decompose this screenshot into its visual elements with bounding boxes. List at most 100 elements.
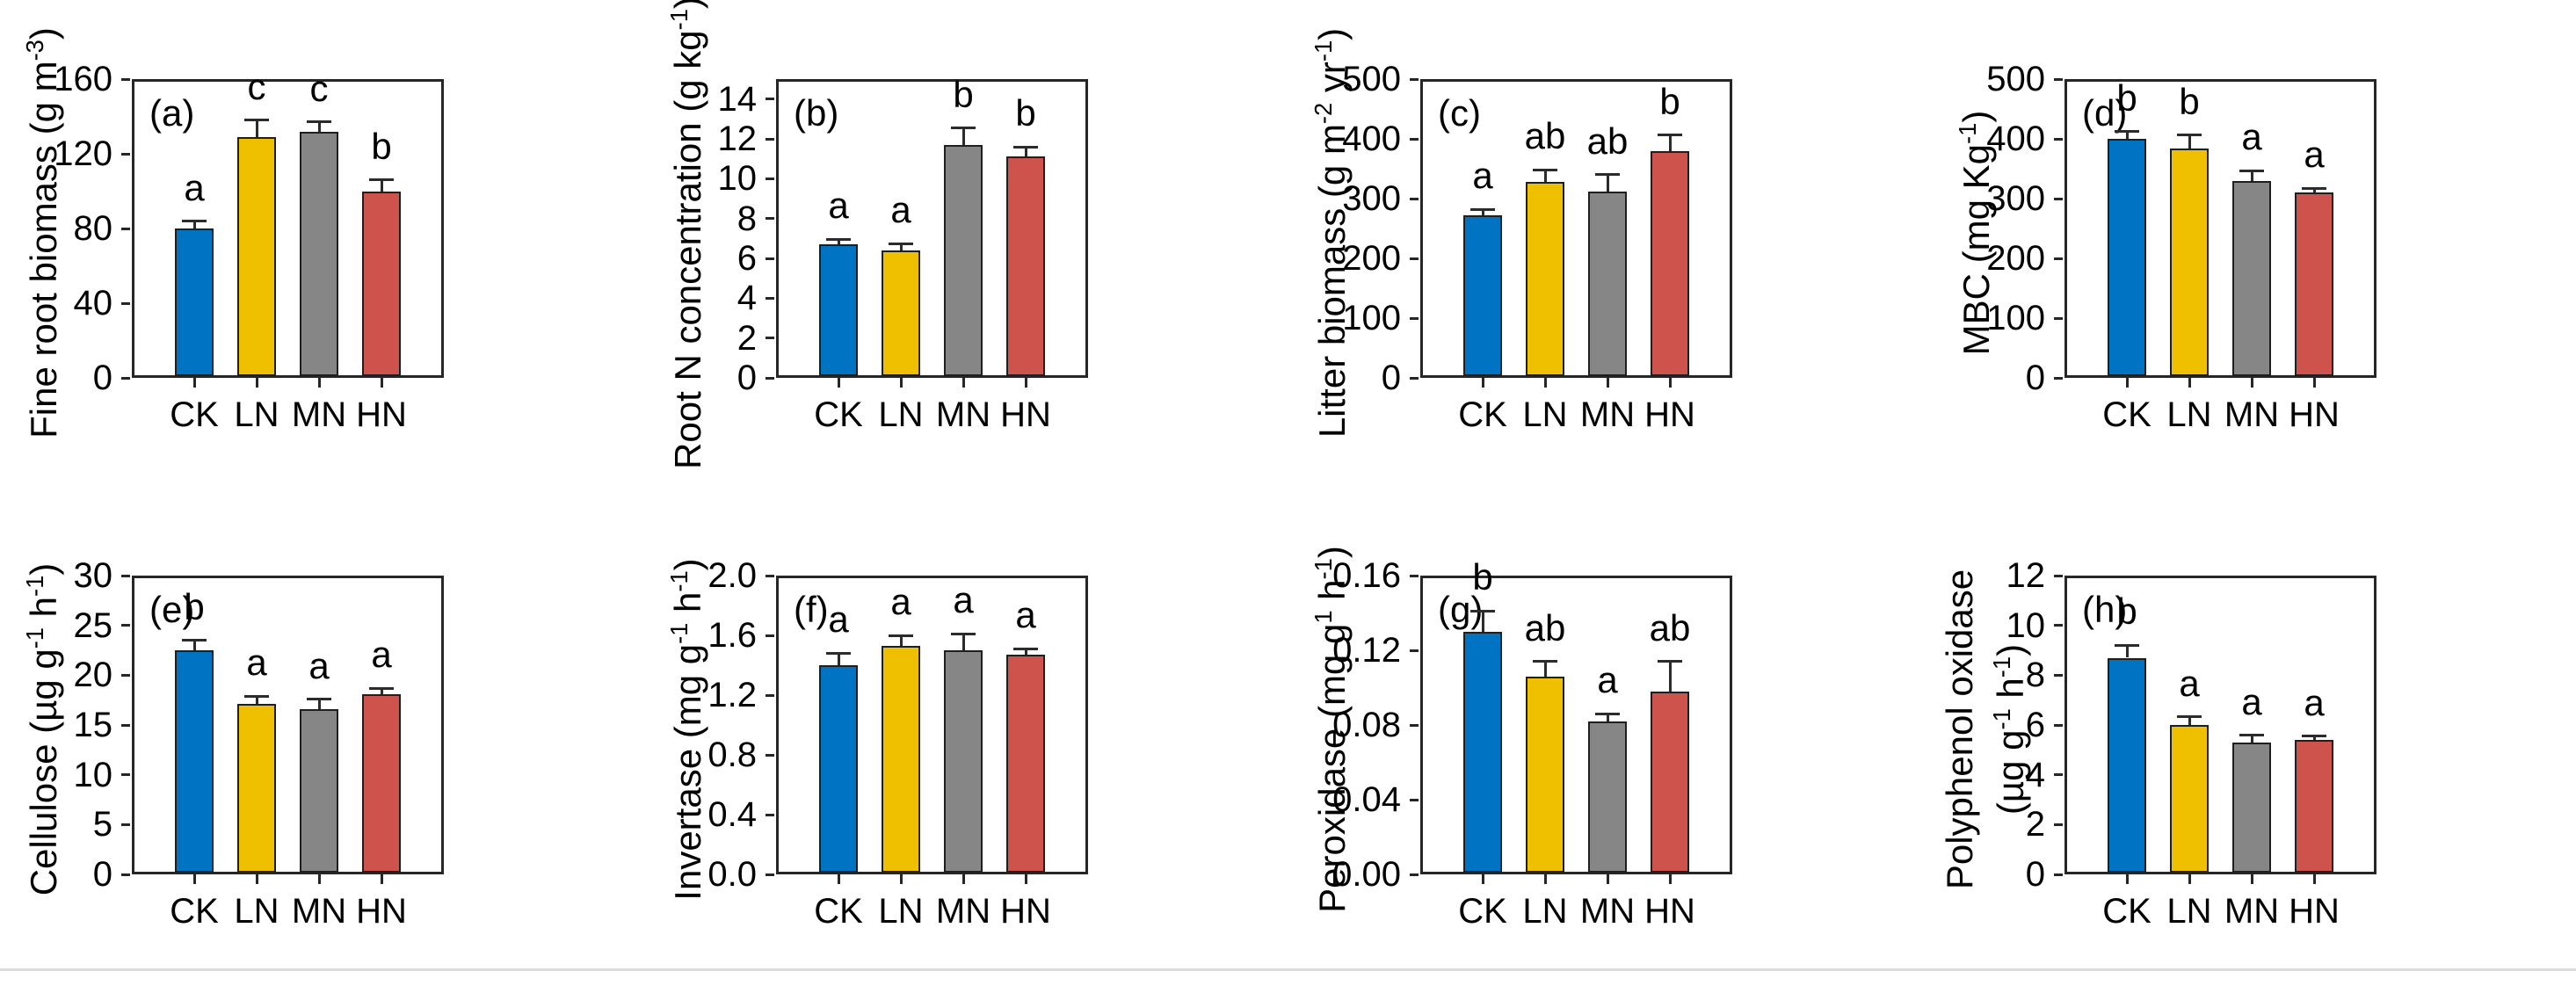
x-tick-d-mn [2250,378,2253,388]
bar-d-ck [2108,139,2146,376]
y-tick-c-0 [1410,376,1419,380]
y-tick-e-10 [121,773,130,777]
error-cap-c-ck [1470,207,1495,211]
sig-letter-b-ln: a [890,189,911,231]
y-tick-label-b-4: 4 [737,279,757,318]
y-tick-label-c-500: 500 [1342,60,1401,98]
x-tick-label-c-mn: MN [1579,395,1636,434]
x-tick-label-d-ck: CK [2102,395,2152,434]
x-tick-label-a-ck: CK [170,395,219,434]
sig-letter-c-ln: ab [1524,115,1566,157]
bar-f-mn [944,650,983,873]
x-tick-label-f-ck: CK [814,892,863,931]
bar-e-hn [362,693,401,873]
y-tick-b-0 [766,376,774,380]
y-tick-label-g-0.04: 0.04 [1332,780,1401,819]
y-tick-f-1.6 [766,634,774,637]
sig-letter-a-mn: c [309,67,329,109]
sig-letter-e-ck: b [184,585,205,627]
x-tick-label-b-ln: LN [878,395,924,434]
bar-e-mn [300,708,338,873]
y-tick-label-c-200: 200 [1342,239,1401,278]
y-tick-g-0.00 [1410,873,1419,876]
y-tick-label-b-8: 8 [737,199,757,238]
y-tick-b-6 [766,257,774,260]
y-tick-label-f-1.2: 1.2 [707,676,757,714]
error-cap-a-ck [182,220,207,222]
y-tick-label-d-400: 400 [1986,120,2045,158]
x-tick-label-c-ln: LN [1522,395,1568,434]
sig-letter-c-ck: a [1472,155,1493,197]
x-tick-label-f-ln: LN [878,892,924,931]
error-cap-f-ln [889,634,913,637]
sig-letter-f-hn: a [1015,594,1036,636]
error-cap-d-hn [2302,186,2326,190]
sig-letter-f-mn: a [953,579,974,621]
x-tick-label-d-ln: LN [2166,395,2212,434]
y-tick-label-e-25: 25 [73,605,113,645]
y-tick-f-0.8 [766,753,774,757]
y-tick-label-f-2.0: 2.0 [707,556,757,595]
error-bar-f-ck [837,653,840,665]
y-tick-label-c-0: 0 [1381,359,1401,397]
bar-b-hn [1006,156,1045,376]
sig-letter-b-ck: a [828,185,849,227]
y-tick-h-4 [2054,773,2063,777]
bar-a-ck [175,228,214,376]
x-tick-h-hn [2312,874,2316,884]
y-tick-a-0 [121,376,130,380]
y-tick-e-0 [121,873,130,876]
bar-h-ln [2170,725,2209,873]
y-tick-label-d-0: 0 [2025,359,2045,397]
y-tick-label-h-12: 12 [2006,556,2046,595]
x-tick-f-mn [961,874,965,884]
x-tick-label-g-mn: MN [1579,892,1636,931]
x-tick-label-g-ck: CK [1458,892,1507,931]
y-tick-label-d-200: 200 [1986,239,2045,278]
error-cap-g-hn [1658,660,1682,663]
error-bar-d-mn [2250,170,2253,181]
error-bar-a-ck [192,221,196,228]
y-tick-h-0 [2054,873,2063,876]
bar-a-mn [300,131,338,376]
error-bar-c-ln [1543,170,1547,182]
sig-letter-h-ck: b [2116,591,2137,633]
x-tick-label-e-mn: MN [291,892,347,931]
error-bar-d-ln [2188,134,2191,149]
x-tick-label-b-hn: HN [1000,395,1051,434]
y-tick-h-12 [2054,574,2063,577]
y-tick-label-h-2: 2 [2025,805,2045,844]
x-tick-h-ck [2125,874,2129,884]
x-tick-label-a-ln: LN [234,395,279,434]
y-tick-c-300 [1410,197,1419,200]
x-tick-label-a-hn: HN [356,395,407,434]
error-cap-f-mn [951,632,976,635]
error-cap-e-ck [182,639,207,642]
bar-h-ck [2108,657,2146,873]
y-tick-e-20 [121,673,130,677]
y-tick-label-g-0.16: 0.16 [1332,556,1401,595]
sig-letter-h-mn: a [2241,680,2262,722]
bar-f-ln [882,645,920,873]
y-tick-a-160 [121,77,130,81]
error-cap-a-mn [307,120,331,124]
sig-letter-a-hn: b [371,125,392,167]
y-tick-label-g-0.12: 0.12 [1332,631,1401,670]
error-cap-e-hn [369,686,394,690]
y-tick-label-h-8: 8 [2025,656,2045,695]
sig-letter-d-ln: b [2179,80,2200,122]
error-bar-g-ln [1543,661,1547,677]
y-tick-e-25 [121,624,130,627]
x-tick-h-ln [2188,874,2191,884]
x-tick-label-e-ln: LN [234,892,279,931]
x-tick-label-c-ck: CK [1458,395,1507,434]
error-bar-g-ck [1481,611,1484,632]
error-bar-e-ln [255,696,258,705]
panel-tag-h: (h) [2082,589,2128,630]
y-tick-h-6 [2054,723,2063,727]
y-tick-label-f-0.4: 0.4 [707,795,757,834]
y-tick-a-80 [121,227,130,230]
y-tick-label-c-400: 400 [1342,120,1401,158]
x-tick-f-ln [899,874,903,884]
